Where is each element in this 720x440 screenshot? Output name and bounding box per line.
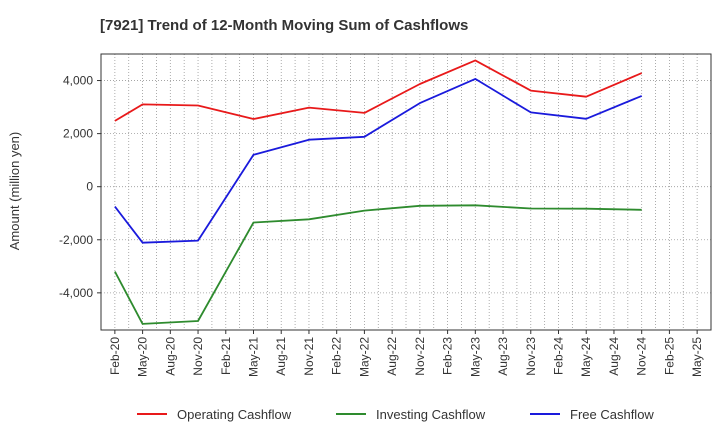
x-tick-label: Nov-20 (191, 337, 205, 376)
x-tick-label: May-20 (136, 337, 150, 377)
x-tick-label: Feb-20 (108, 337, 122, 375)
x-tick-label: Nov-21 (302, 337, 316, 376)
x-tick-label: Aug-21 (274, 337, 288, 376)
legend: Operating Cashflow Investing Cashflow Free… (137, 407, 654, 422)
x-tick-label: May-25 (690, 337, 704, 377)
y-axis-label: Amount (million yen) (7, 132, 22, 251)
y-tick-labels: -4,000 -2,000 0 2,000 4,000 (59, 74, 101, 300)
chart-title: [7921] Trend of 12-Month Moving Sum of C… (100, 17, 468, 34)
x-tick-label: Aug-22 (385, 337, 399, 376)
x-tick-labels: Feb-20 May-20 Aug-20 Nov-20 Feb-21 May-21 Aug-… (108, 330, 704, 377)
series-line-operating-cashflow (114, 59, 643, 122)
y-tick-label: -4,000 (59, 286, 93, 300)
y-tick-label: 0 (86, 180, 93, 194)
x-tick-label: Aug-23 (496, 337, 510, 376)
series-lines (114, 59, 643, 325)
y-tick-label: 2,000 (63, 127, 93, 141)
x-tick-label: Feb-24 (552, 337, 566, 375)
x-tick-label: Feb-21 (219, 337, 233, 375)
x-tick-label: Feb-23 (441, 337, 455, 375)
x-tick-label: May-23 (468, 337, 482, 377)
x-tick-label: Nov-23 (524, 337, 538, 376)
x-tick-label: Feb-25 (662, 337, 676, 375)
x-tick-label: Feb-22 (330, 337, 344, 375)
x-tick-label: May-22 (357, 337, 371, 377)
x-tick-label: Nov-24 (635, 337, 649, 376)
y-tick-label: -2,000 (59, 233, 93, 247)
x-tick-label: Nov-22 (413, 337, 427, 376)
series-line-free-cashflow (114, 78, 643, 244)
legend-label: Free Cashflow (570, 407, 654, 422)
x-tick-label: Aug-20 (163, 337, 177, 376)
series-line-investing-cashflow (114, 204, 642, 325)
x-tick-label: May-24 (579, 337, 593, 377)
y-tick-label: 4,000 (63, 74, 93, 88)
plot-frame (100, 53, 712, 331)
legend-label: Investing Cashflow (376, 407, 486, 422)
grid (101, 54, 712, 330)
legend-label: Operating Cashflow (177, 407, 292, 422)
x-tick-label: May-21 (247, 337, 261, 377)
x-tick-label: Aug-24 (607, 337, 621, 376)
